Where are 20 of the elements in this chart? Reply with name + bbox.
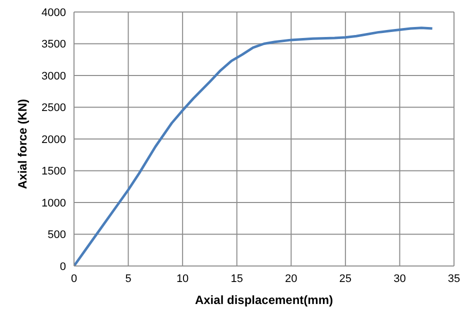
y-tick-label: 2000	[42, 134, 66, 146]
y-tick-label: 4000	[42, 6, 66, 19]
line-series	[74, 26, 434, 266]
y-axis-title: Axial force (KN)	[15, 98, 30, 189]
y-tick-label: 500	[48, 229, 66, 242]
x-tick-label: 30	[394, 272, 406, 285]
x-tick-label: 10	[176, 272, 189, 285]
y-tick-label: 1500	[42, 166, 66, 178]
x-tick-label: 25	[339, 272, 352, 285]
y-tick-label: 2500	[42, 102, 66, 114]
x-tick-label: 0	[70, 272, 78, 285]
y-tick-label: 1000	[42, 197, 66, 210]
x-tick-label: 5	[125, 272, 132, 285]
x-tick-label: 20	[285, 272, 298, 285]
y-tick-label: 0	[60, 260, 66, 273]
x-axis-title: Axial displacement(mm)	[194, 293, 334, 307]
y-tick-label: 3500	[42, 38, 66, 51]
y-tick-label: 3000	[42, 70, 66, 82]
x-tick-label: 35	[448, 272, 460, 285]
x-tick-label: 15	[230, 272, 243, 285]
